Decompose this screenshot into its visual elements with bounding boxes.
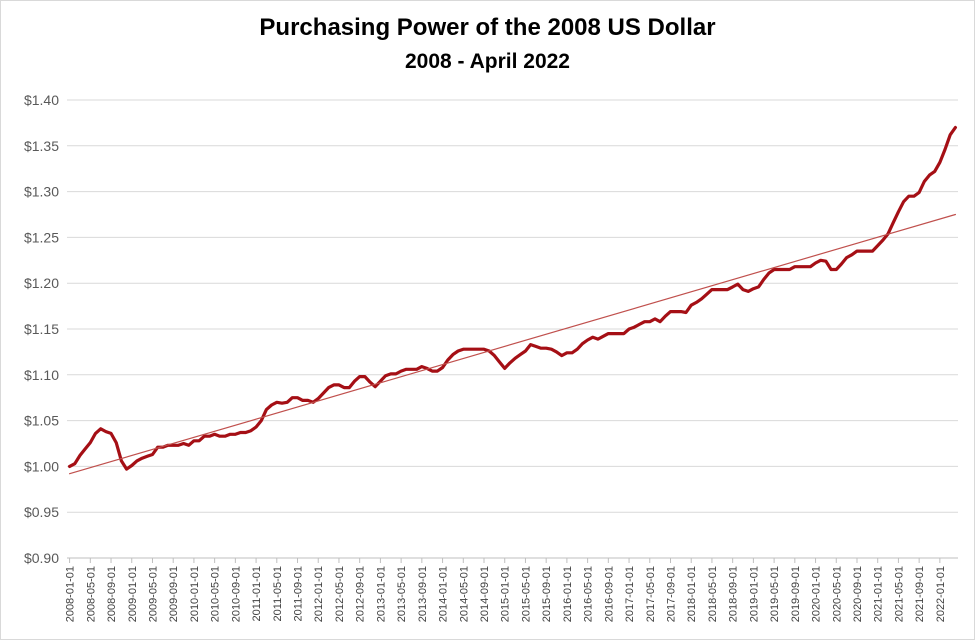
x-tick-label: 2016-01-01 bbox=[562, 566, 574, 622]
series-line bbox=[67, 125, 958, 471]
x-tick-label: 2012-05-01 bbox=[334, 566, 346, 622]
y-tick-label: $1.00 bbox=[24, 458, 59, 474]
y-tick-label: $0.95 bbox=[24, 504, 59, 520]
y-tick-label: $1.10 bbox=[24, 367, 59, 383]
gridlines bbox=[67, 99, 958, 513]
y-tick-label: $1.25 bbox=[24, 229, 59, 245]
x-tick-label: 2011-05-01 bbox=[272, 566, 284, 621]
x-tick-label: 2012-01-01 bbox=[313, 566, 325, 622]
y-tick-label: $1.30 bbox=[24, 184, 59, 200]
x-tick-label: 2008-05-01 bbox=[85, 566, 97, 622]
y-axis-tick-labels: $0.90 $0.95 $1.00 $1.05 $1.10 $1.15 $1.20 $1.25… bbox=[24, 92, 59, 566]
x-tick-label: 2014-05-01 bbox=[458, 566, 470, 622]
y-tick-label: $1.15 bbox=[24, 321, 59, 337]
x-tick-label: 2012-09-01 bbox=[355, 566, 367, 622]
x-tick-label: 2011-09-01 bbox=[293, 566, 305, 621]
x-tick-label: 2019-05-01 bbox=[769, 566, 781, 622]
series-lines bbox=[67, 125, 958, 475]
x-tick-label: 2021-05-01 bbox=[893, 566, 905, 622]
x-tick-label: 2020-05-01 bbox=[831, 566, 843, 622]
x-tick-label: 2018-01-01 bbox=[686, 566, 698, 622]
x-tick-label: 2020-09-01 bbox=[852, 566, 864, 622]
x-tick-label: 2014-01-01 bbox=[438, 566, 450, 622]
x-tick-label: 2009-09-01 bbox=[168, 566, 180, 622]
x-tick-label: 2018-05-01 bbox=[707, 566, 719, 622]
chart-subtitle: 2008 - April 2022 bbox=[405, 50, 570, 73]
x-tick-label: 2015-05-01 bbox=[520, 566, 532, 622]
x-tick-label: 2016-05-01 bbox=[583, 566, 595, 622]
y-tick-label: $1.05 bbox=[24, 413, 59, 429]
x-tick-label: 2019-09-01 bbox=[790, 566, 802, 622]
x-tick-label: 2017-05-01 bbox=[645, 566, 657, 622]
trendline bbox=[68, 213, 957, 475]
x-tick-label: 2020-01-01 bbox=[811, 566, 823, 622]
x-tick-label: 2018-09-01 bbox=[728, 566, 740, 622]
x-tick-label: 2010-01-01 bbox=[189, 566, 201, 622]
x-tick-label: 2017-09-01 bbox=[665, 566, 677, 622]
x-tick-label: 2022-01-01 bbox=[935, 566, 947, 622]
x-tick-label: 2016-09-01 bbox=[603, 566, 615, 622]
x-tick-label: 2013-01-01 bbox=[375, 566, 387, 622]
x-tick-label: 2008-01-01 bbox=[65, 566, 77, 622]
chart-title: Purchasing Power of the 2008 US Dollar bbox=[259, 14, 716, 41]
x-axis-tick-labels: 2008-01-01 2008-05-01 2008-09-01 2009-01-01… bbox=[65, 566, 947, 622]
x-tick-label: 2015-09-01 bbox=[541, 566, 553, 622]
x-tick-label: 2021-01-01 bbox=[873, 566, 885, 622]
x-tick-label: 2013-05-01 bbox=[396, 566, 408, 622]
x-tick-label: 2021-09-01 bbox=[914, 566, 926, 622]
x-tick-label: 2015-01-01 bbox=[500, 566, 512, 622]
y-tick-label: $0.90 bbox=[24, 550, 59, 566]
y-tick-label: $1.20 bbox=[24, 275, 59, 291]
y-tick-label: $1.35 bbox=[24, 138, 59, 154]
x-tick-label: 2011-01-01 bbox=[251, 566, 263, 621]
x-tick-label: 2019-01-01 bbox=[748, 566, 760, 622]
x-tick-label: 2010-05-01 bbox=[210, 566, 222, 622]
x-axis bbox=[67, 557, 958, 563]
x-tick-label: 2014-09-01 bbox=[479, 566, 491, 622]
x-tick-label: 2009-01-01 bbox=[127, 566, 139, 622]
x-tick-label: 2010-09-01 bbox=[230, 566, 242, 622]
x-tick-label: 2017-01-01 bbox=[624, 566, 636, 622]
x-tick-label: 2008-09-01 bbox=[106, 566, 118, 622]
x-tick-label: 2013-09-01 bbox=[417, 566, 429, 622]
x-tick-label: 2009-05-01 bbox=[147, 566, 159, 622]
y-tick-label: $1.40 bbox=[24, 92, 59, 108]
